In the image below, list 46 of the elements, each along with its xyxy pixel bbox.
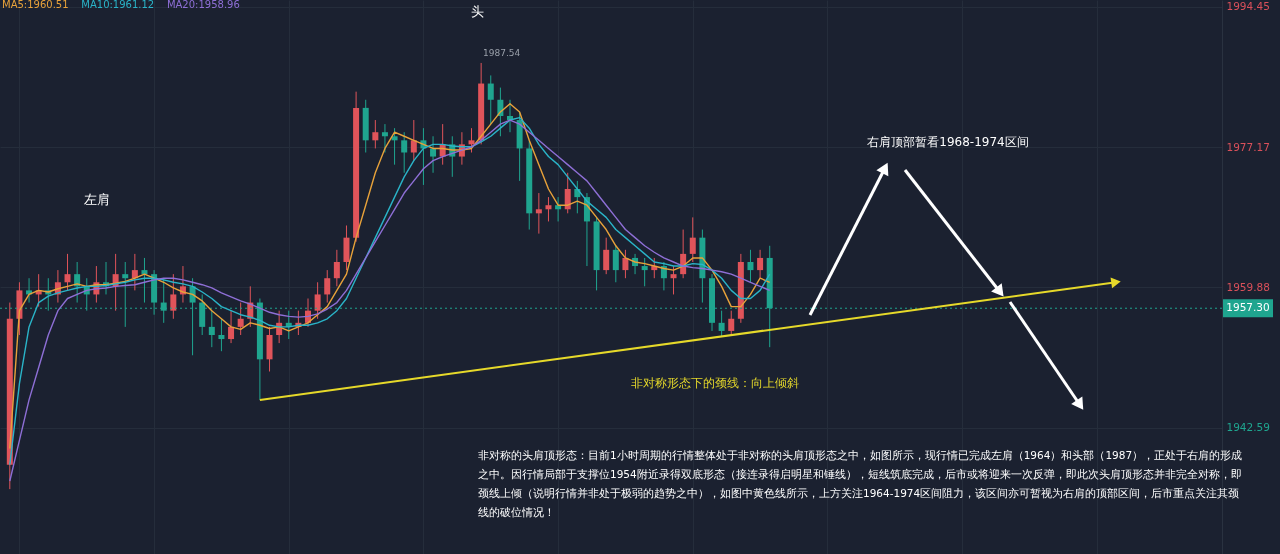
candlestick: [535, 192, 542, 235]
candlestick: [314, 281, 321, 320]
candlestick: [487, 74, 494, 125]
candlestick: [401, 131, 408, 174]
candlestick: [641, 257, 648, 287]
candlestick: [228, 310, 235, 344]
annotation: 左肩: [84, 192, 110, 207]
candlestick: [747, 249, 754, 283]
candlestick: [545, 196, 552, 222]
candlestick: [64, 253, 71, 291]
candlestick: [218, 318, 225, 352]
candlestick: [718, 310, 725, 338]
candlestick: [689, 216, 696, 263]
candlestick: [170, 273, 177, 320]
text: MA20:1958.96: [166, 0, 240, 10]
text: MA10:1961.12: [81, 0, 155, 10]
annotation: 头: [470, 4, 484, 19]
text: MA5:1960.51: [2, 0, 69, 10]
candlestick: [381, 123, 388, 153]
candlestick: [324, 269, 331, 304]
y-tick-label: 1959.88: [1226, 280, 1270, 293]
candlestick: [237, 302, 244, 336]
annotation: 非对称的头肩顶形态：目前1小时周期的行情整体处于非对称的头肩顶形态之中，如图所示，现行情已完成左肩（1964）和头部（1987），正处于右肩的形成之中。因行情局部于支撑位1954附近录得双底形态（接连录得启明星和锤线），短线筑底完成，后市或将迎来一次反弹，即此次头肩顶形态并非完全对称，即颈线上倾（说明行情并非处于极弱的趋势之中），如图中黄色线所示，上方关注1964-1974区间阻力，该区间亦可暂视为右肩的顶部区间，后市重点关注其颈线的破位情况！: [478, 449, 1243, 518]
ref-line-label: 1957.30: [1226, 301, 1270, 314]
candlestick: [333, 249, 340, 287]
y-tick-label: 1977.17: [1226, 140, 1270, 153]
candlestick: [612, 245, 619, 283]
candlestick: [372, 119, 379, 149]
candlestick: [670, 265, 677, 295]
candlestick: [468, 127, 475, 153]
candlestick: [564, 172, 571, 214]
annotation: 非对称形态下的颈线：向上倾斜: [631, 376, 799, 390]
y-tick-label: 1994.45: [1226, 0, 1270, 13]
candlestick: [757, 249, 764, 279]
candlestick: [131, 253, 138, 291]
candlestick: [141, 257, 148, 304]
candlestick: [603, 237, 610, 275]
candlestick: [208, 310, 215, 348]
annotation: 1987.54: [483, 48, 521, 58]
candlestick: [410, 119, 417, 162]
annotation: 右肩顶部暂看1968-1974区间: [867, 135, 1029, 149]
candlestick: [430, 135, 437, 174]
candlestick: [391, 127, 398, 166]
y-tick-label: 1942.59: [1226, 421, 1270, 434]
candlestick: [622, 249, 629, 279]
candlestick: [728, 310, 735, 336]
